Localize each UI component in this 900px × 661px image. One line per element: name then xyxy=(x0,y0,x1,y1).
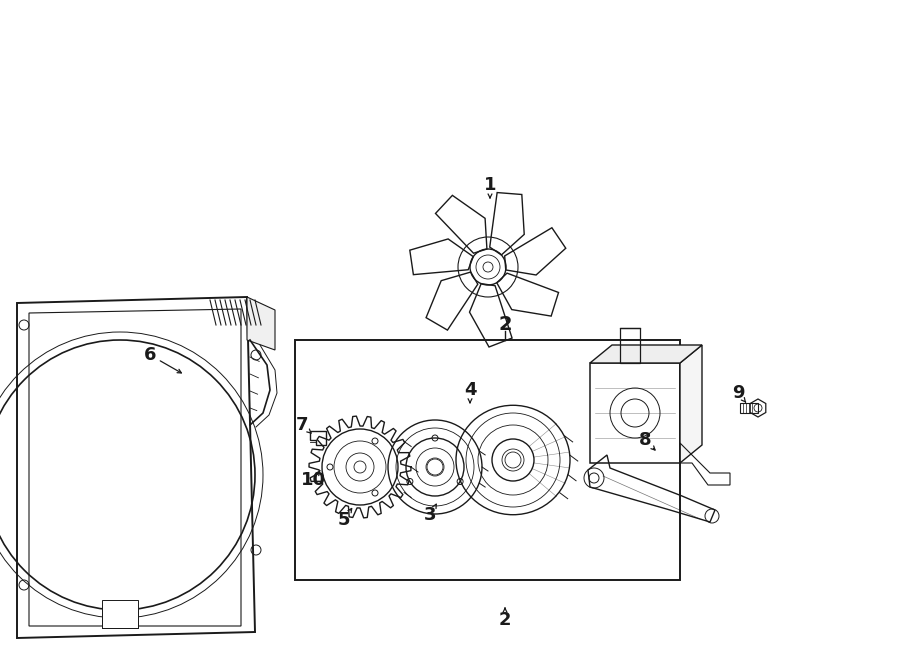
Text: 1: 1 xyxy=(484,176,496,194)
Text: 6: 6 xyxy=(144,346,157,364)
Bar xyxy=(295,340,680,580)
Bar xyxy=(102,600,138,628)
Text: 4: 4 xyxy=(464,381,476,399)
Polygon shape xyxy=(680,345,702,463)
Text: 7: 7 xyxy=(296,416,308,434)
Text: 3: 3 xyxy=(424,506,436,524)
Text: 9: 9 xyxy=(732,384,744,402)
Text: 2: 2 xyxy=(499,611,511,629)
Text: 10: 10 xyxy=(301,471,326,489)
Polygon shape xyxy=(247,297,275,350)
Bar xyxy=(620,328,640,363)
Text: 8: 8 xyxy=(639,431,652,449)
Text: 5: 5 xyxy=(338,511,350,529)
Polygon shape xyxy=(590,345,702,363)
Bar xyxy=(590,363,680,463)
Bar xyxy=(740,403,758,413)
Text: 2: 2 xyxy=(499,315,512,334)
